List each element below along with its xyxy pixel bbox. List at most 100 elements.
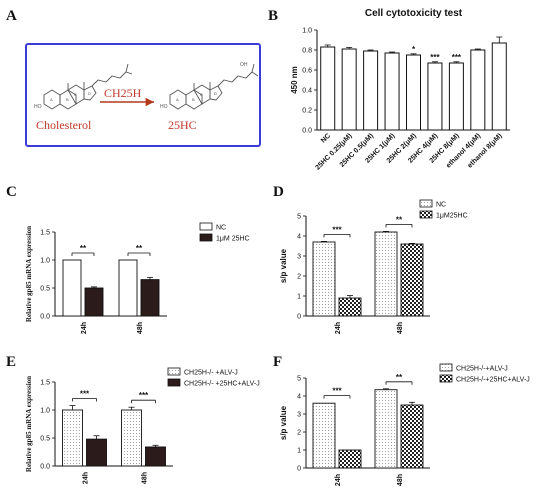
significance-marker: *** bbox=[452, 53, 462, 62]
y-axis-label: Relative gp85 mRNA expression bbox=[25, 376, 33, 472]
bar-c-1-1 bbox=[140, 279, 160, 317]
y-tick-label: 1 bbox=[297, 448, 301, 455]
y-tick-label: 2 bbox=[297, 430, 301, 437]
cholesterol-ring-a: A bbox=[50, 97, 53, 102]
panel-letter-f: F bbox=[273, 354, 282, 370]
significance-marker: ** bbox=[396, 373, 403, 382]
y-tick-label: 1.0 bbox=[302, 28, 312, 35]
bar-b-5 bbox=[427, 62, 443, 131]
25hc-molecule-icon bbox=[169, 63, 259, 110]
y-tick-label: 0.0 bbox=[40, 464, 50, 471]
25hc-oh-label: OH bbox=[240, 62, 248, 68]
chart-title: Cell cytotoxicity test bbox=[365, 8, 463, 19]
x-tick-label: 24h bbox=[81, 322, 88, 334]
y-tick-label: 4 bbox=[297, 234, 301, 241]
legend-label: 1μM25HC bbox=[436, 213, 468, 220]
y-tick-label: 1 bbox=[297, 294, 301, 301]
legend-label: CH25H-/- +ALV-J bbox=[184, 370, 238, 377]
significance-marker: *** bbox=[332, 225, 342, 234]
legend-label: NC bbox=[436, 202, 446, 209]
panel-letter-a: A bbox=[6, 8, 17, 24]
significance-marker: *** bbox=[139, 391, 149, 400]
reaction-scheme: HO A B C D CH25H HO A B C D OH Cholester… bbox=[25, 43, 261, 147]
legend-swatch bbox=[439, 374, 453, 383]
bar-b-2 bbox=[363, 50, 379, 131]
y-tick-label: 0.6 bbox=[302, 68, 312, 75]
y-tick-label: 0.2 bbox=[302, 108, 312, 115]
y-tick-label: 3 bbox=[297, 254, 301, 261]
bar-f-0-0 bbox=[312, 402, 336, 469]
chart-c: 0.0 0.5 1.0 1.5 Relative gp85 mRNA expressio… bbox=[25, 222, 250, 334]
cholesterol-ring-c: C bbox=[74, 92, 77, 97]
x-tick-label: 48h bbox=[142, 472, 149, 484]
25hc-ring-b: B bbox=[192, 97, 195, 102]
legend-label: CH25H-/- +25HC+ALV-J bbox=[184, 381, 260, 388]
bar-b-3 bbox=[384, 52, 400, 131]
y-tick-label: 0.0 bbox=[302, 128, 312, 135]
y-tick-label: 5 bbox=[297, 214, 301, 221]
25hc-ring-ho: HO bbox=[160, 104, 168, 110]
x-tick-label: 48h bbox=[397, 474, 404, 486]
chart-e: 0.0 0.5 1.0 1.5 Relative gp85 mRNA expressio… bbox=[25, 367, 260, 484]
bar-b-7 bbox=[470, 49, 486, 131]
bar-d-1-0 bbox=[374, 231, 398, 317]
bar-d-1-1 bbox=[400, 243, 424, 317]
y-tick-label: 0 bbox=[297, 314, 301, 321]
cholesterol-molecule-icon bbox=[43, 63, 133, 110]
bar-e-0-0 bbox=[62, 409, 83, 467]
bar-f-1-0 bbox=[374, 389, 398, 469]
y-axis-label: s/p value bbox=[279, 405, 288, 440]
scheme-border bbox=[25, 43, 261, 147]
x-tick-label: 24h bbox=[335, 474, 342, 486]
bar-b-0 bbox=[320, 46, 336, 131]
legend-swatch bbox=[167, 378, 181, 387]
y-tick-label: 2 bbox=[297, 274, 301, 281]
bar-b-8 bbox=[491, 42, 507, 131]
bar-b-6 bbox=[448, 62, 464, 131]
bar-c-0-0 bbox=[62, 259, 82, 317]
significance-marker: *** bbox=[80, 390, 90, 399]
y-tick-label: 0 bbox=[297, 466, 301, 473]
x-tick-label: NC bbox=[320, 132, 332, 144]
significance-marker: *** bbox=[430, 53, 440, 62]
legend-swatch bbox=[199, 222, 213, 231]
y-axis-label: Relative gp85 mRNA expression bbox=[25, 226, 33, 322]
significance-marker: *** bbox=[332, 387, 342, 396]
y-tick-label: 0.4 bbox=[302, 88, 312, 95]
y-tick-label: 5 bbox=[297, 376, 301, 383]
y-axis-label: s/p value bbox=[279, 248, 288, 283]
legend-label: CH25H-/-+25HC+ALV-J bbox=[456, 377, 530, 384]
y-tick-label: 4 bbox=[297, 394, 301, 401]
legend-label: NC bbox=[216, 225, 226, 232]
bar-e-1-1 bbox=[145, 446, 166, 467]
x-tick-label: 48h bbox=[397, 322, 404, 334]
y-tick-label: 3 bbox=[297, 412, 301, 419]
legend-swatch bbox=[167, 367, 181, 376]
chart-f: 0 1 2 3 4 5 s/p value *** 24h ** 48h CH25H-/-+ALV-J… bbox=[279, 363, 530, 486]
panel-letter-d: D bbox=[273, 184, 284, 200]
bar-b-1 bbox=[341, 48, 357, 131]
bar-f-1-1 bbox=[400, 404, 424, 469]
significance-marker: * bbox=[412, 45, 416, 54]
y-tick-label: 1.5 bbox=[40, 230, 50, 237]
legend-swatch bbox=[439, 363, 453, 372]
bar-d-0-1 bbox=[338, 297, 362, 317]
cholesterol-ring-d: D bbox=[88, 91, 91, 96]
cholesterol-ring-b: B bbox=[66, 97, 69, 102]
panel-letter-e: E bbox=[6, 354, 16, 370]
25hc-ring-d: D bbox=[214, 91, 217, 96]
y-axis-label: 450 nm bbox=[290, 66, 299, 94]
product-label: 25HC bbox=[168, 118, 197, 132]
enzyme-label: CH25H bbox=[104, 86, 142, 100]
y-tick-label: 1.0 bbox=[40, 258, 50, 265]
y-tick-label: 1.5 bbox=[40, 380, 50, 387]
y-tick-label: 0.5 bbox=[40, 436, 50, 443]
25hc-ring-c: C bbox=[200, 92, 203, 97]
y-tick-label: 0.0 bbox=[40, 314, 50, 321]
y-tick-label: 0.5 bbox=[40, 286, 50, 293]
y-tick-label: 0.8 bbox=[302, 48, 312, 55]
x-tick-label: 24h bbox=[335, 322, 342, 334]
x-tick-label: 24h bbox=[83, 472, 90, 484]
significance-marker: ** bbox=[396, 215, 403, 224]
